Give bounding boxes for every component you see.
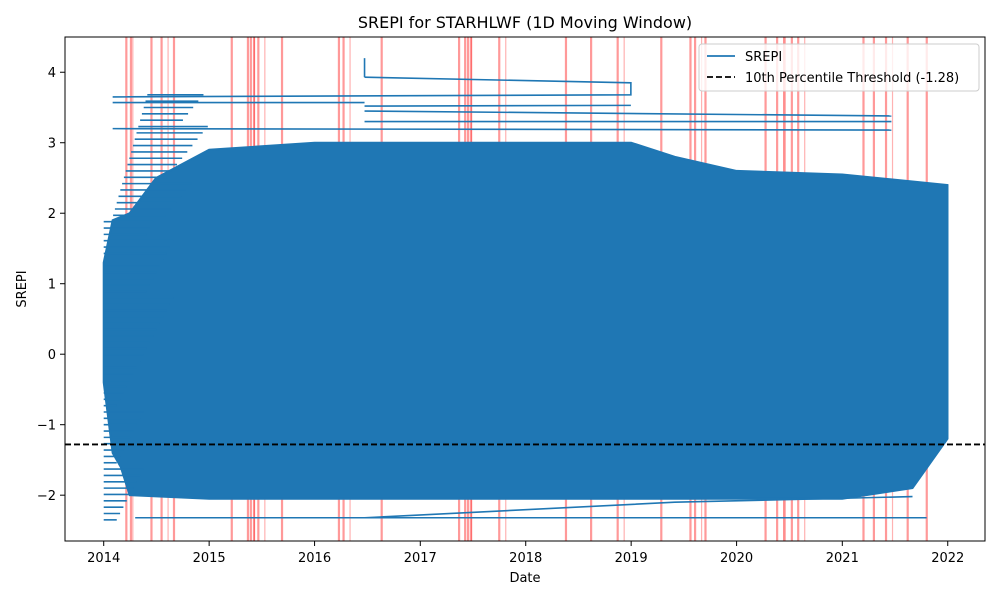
y-tick-label: 1 xyxy=(48,278,56,293)
srepi-series-segment xyxy=(112,76,632,98)
y-tick-label: 0 xyxy=(48,348,56,363)
y-tick-label: 2 xyxy=(48,207,56,222)
y-tick-label: −1 xyxy=(37,419,56,434)
y-axis-label: SREPI xyxy=(15,270,30,307)
x-tick-label: 2019 xyxy=(615,551,648,566)
srepi-series-segment xyxy=(112,127,892,131)
srepi-series-segment xyxy=(364,110,892,117)
legend: SREPI 10th Percentile Threshold (-1.28) xyxy=(698,43,980,92)
x-tick-label: 2022 xyxy=(931,551,964,566)
y-tick-label: −2 xyxy=(37,489,56,504)
srepi-series-segment xyxy=(364,495,913,519)
legend-box xyxy=(698,43,980,92)
x-tick-label: 2020 xyxy=(720,551,753,566)
y-axis: −2 −1 0 1 2 3 4 xyxy=(37,66,65,504)
y-tick-label: 3 xyxy=(48,137,56,152)
legend-label-threshold: 10th Percentile Threshold (-1.28) xyxy=(745,71,959,86)
x-tick-label: 2014 xyxy=(87,551,120,566)
chart-title: SREPI for STARHLWF (1D Moving Window) xyxy=(358,13,692,32)
plot-frame xyxy=(64,36,986,542)
x-axis-label: Date xyxy=(509,571,540,586)
x-axis: 2014 2015 2016 2017 2018 2019 2020 2021 2022 xyxy=(87,541,964,566)
x-tick-label: 2021 xyxy=(826,551,859,566)
legend-label-srepi: SREPI xyxy=(745,50,782,65)
series-layer xyxy=(102,58,949,521)
x-tick-label: 2018 xyxy=(509,551,542,566)
x-tick-label: 2017 xyxy=(404,551,437,566)
x-tick-label: 2015 xyxy=(193,551,226,566)
srepi-series-segment xyxy=(364,104,631,107)
y-tick-label: 4 xyxy=(48,66,56,81)
x-tick-label: 2016 xyxy=(298,551,331,566)
